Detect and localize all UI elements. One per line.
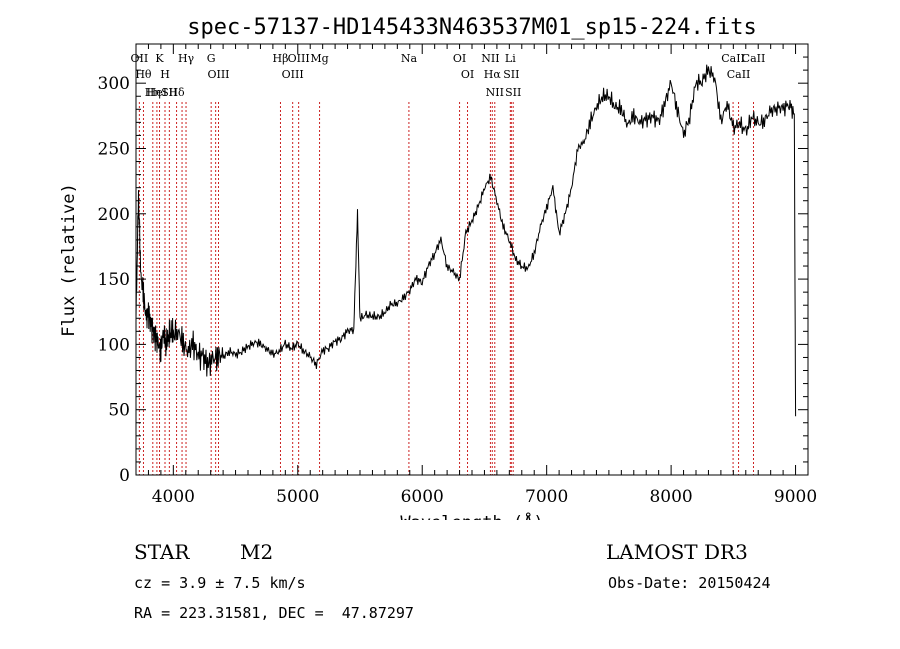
emission-line-label: CaII	[727, 68, 751, 81]
object-type: STAR	[134, 540, 190, 564]
emission-line-label: OIII	[207, 68, 229, 81]
x-tick-label: 9000	[774, 487, 817, 507]
emission-line-label: SII	[161, 86, 177, 99]
emission-line-label: OI	[461, 68, 474, 81]
x-axis-label: Wavelength (Å)	[400, 511, 543, 520]
emission-line-label: Hγ	[178, 52, 195, 65]
y-tick-label: 150	[98, 270, 130, 290]
emission-line-label: Na	[401, 52, 418, 65]
y-tick-label: 300	[98, 74, 130, 94]
spectrum-line	[135, 64, 797, 417]
x-tick-label: 7000	[525, 487, 568, 507]
obs-date: Obs-Date: 20150424	[608, 574, 771, 592]
emission-line-label: Mg	[310, 52, 328, 65]
emission-line-label: HeI	[147, 86, 167, 99]
emission-line-label: Hη	[145, 86, 161, 99]
emission-line-label: H	[160, 68, 170, 81]
x-tick-label: 5000	[276, 487, 319, 507]
survey-name: LAMOST DR3	[606, 540, 748, 564]
emission-line-label: Hα	[484, 68, 502, 81]
y-tick-label: 250	[98, 139, 130, 159]
emission-line-label: OI	[453, 52, 466, 65]
emission-line-label: NII	[481, 52, 499, 65]
coordinates: RA = 223.31581, DEC = 47.87297	[134, 604, 414, 622]
emission-line-label: OIII	[288, 52, 310, 65]
y-tick-label: 0	[119, 466, 130, 486]
emission-line-label: G	[207, 52, 216, 65]
emission-line-label: CaII	[742, 52, 766, 65]
emission-line-label: NII	[486, 86, 504, 99]
y-tick-label: 50	[108, 401, 130, 421]
emission-line-label: Hθ	[135, 68, 152, 81]
y-tick-label: 200	[98, 205, 130, 225]
spectrum-chart: spec-57137-HD145433N463537M01_sp15-224.f…	[59, 15, 817, 520]
redshift-readout: cz = 3.9 ± 7.5 km/s	[134, 574, 306, 592]
emission-line-label: Hβ	[273, 52, 289, 65]
emission-line-label: K	[155, 52, 164, 65]
y-tick-label: 100	[98, 335, 130, 355]
chart-title: spec-57137-HD145433N463537M01_sp15-224.f…	[187, 15, 757, 40]
plot-frame	[135, 43, 809, 476]
y-axis-label: Flux (relative)	[59, 183, 79, 337]
emission-line-label: CaII	[721, 52, 745, 65]
object-subclass: M2	[240, 540, 274, 564]
emission-line-label: OII	[131, 52, 149, 65]
x-tick-label: 4000	[152, 487, 195, 507]
emission-line-label: SII	[505, 86, 521, 99]
axes: 4000 5000 6000 7000 8000 9000 0 50 100 150 200 250 3…	[98, 44, 817, 507]
emission-line-label: OIII	[282, 68, 304, 81]
x-tick-label: 8000	[649, 487, 692, 507]
emission-line-label: SII	[503, 68, 519, 81]
x-tick-label: 6000	[401, 487, 444, 507]
emission-line-label: Li	[505, 52, 516, 65]
emission-line-label: Hδ	[168, 86, 185, 99]
